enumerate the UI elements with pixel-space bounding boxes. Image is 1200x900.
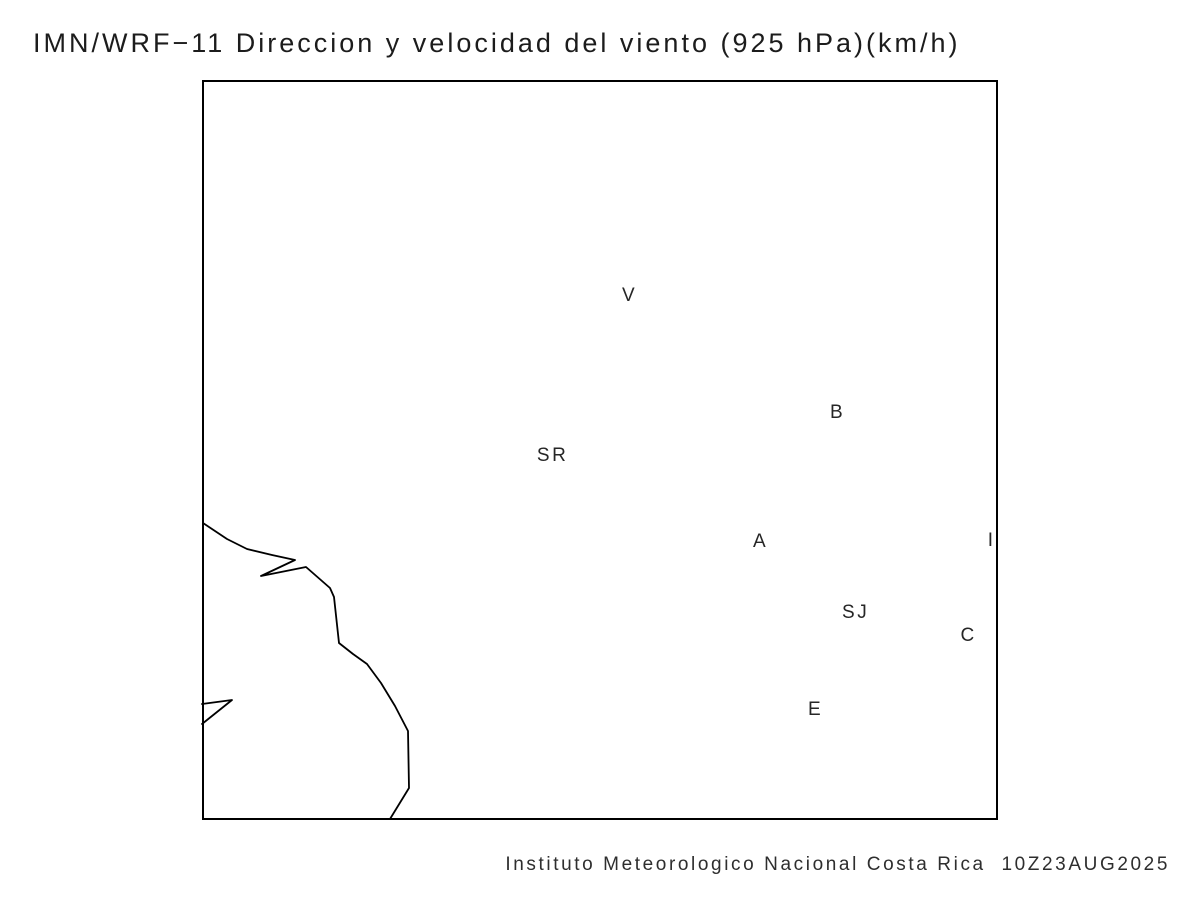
map-plot-area bbox=[202, 80, 998, 820]
station-label-a: A bbox=[753, 531, 769, 552]
station-label-sj: SJ bbox=[842, 602, 870, 623]
station-label-e: E bbox=[808, 699, 824, 720]
station-label-i: I bbox=[987, 530, 996, 551]
footer-credit: Instituto Meteorologico Nacional Costa R… bbox=[505, 854, 1170, 875]
station-label-b: B bbox=[830, 402, 846, 423]
chart-title: IMN/WRF−11 Direccion y velocidad del vie… bbox=[33, 28, 961, 58]
station-label-v: V bbox=[622, 285, 638, 306]
station-label-c: C bbox=[960, 625, 977, 646]
station-label-sr: SR bbox=[536, 445, 569, 466]
